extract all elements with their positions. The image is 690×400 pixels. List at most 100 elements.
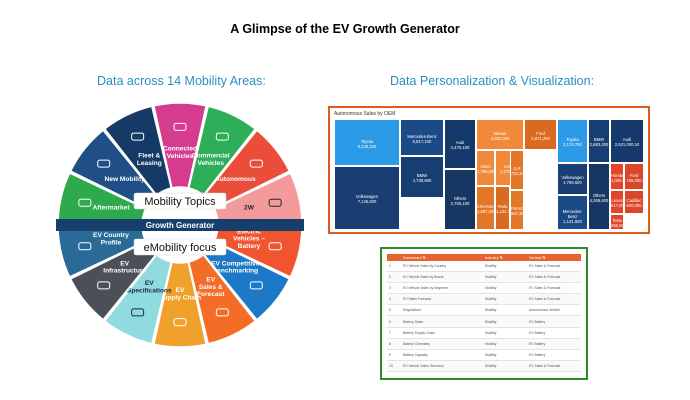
treemap-tile-value: 5,817,100 bbox=[412, 138, 432, 144]
row-index: 7 bbox=[387, 327, 401, 339]
mobility-segment-label: Connected Vehicles bbox=[163, 146, 197, 160]
emobility-segment-label: EV Supply Chain bbox=[159, 287, 201, 301]
vertical-cell: EV Sales & Forecast bbox=[527, 293, 581, 306]
treemap-tile[interactable]: Others 4,266,600 bbox=[588, 163, 610, 230]
vertical-cell: EV Battery bbox=[527, 327, 581, 339]
mobility-topics-box bbox=[133, 192, 227, 210]
emobility-focus-box bbox=[133, 238, 227, 256]
treemap-tile[interactable]: Volkswagen 1,766,500 bbox=[557, 163, 588, 195]
dashboard-table-panel: Dashboard ⇅ Industry ⇅ Vertical ⇅ 1 EV Ve… bbox=[380, 247, 588, 380]
mobility-segment-label: Autonomous bbox=[215, 176, 256, 183]
treemap-tile-value: 7,145,600 bbox=[357, 199, 377, 204]
industry-cell: Mobility bbox=[483, 360, 527, 372]
treemap-tile-value: 617,000 bbox=[611, 203, 624, 208]
treemap-tile[interactable]: Ford 765,000 bbox=[624, 163, 644, 190]
table-row[interactable]: 4 EV Sales Forecast Mobility EV Sales & For… bbox=[387, 293, 581, 306]
dashboard-cell: Regulations bbox=[401, 304, 483, 317]
treemap-tile-value: 1,121,500 bbox=[563, 218, 582, 224]
row-index: 8 bbox=[387, 338, 401, 350]
mobility-segment-label: Fleet & Leasing bbox=[137, 153, 162, 167]
treemap-tile-value: 9,130,100 bbox=[357, 143, 377, 149]
dashboard-cell: EV Vehicle Sales by Brand bbox=[401, 271, 483, 284]
table-row[interactable]: 10 EV Vehicle Sales Germany Mobility EV Sal… bbox=[387, 360, 581, 372]
emobility-segment-label: EV Country Profile bbox=[93, 232, 129, 246]
treemap-tile[interactable]: BMW 4,738,600 bbox=[400, 155, 444, 198]
table-row[interactable]: 1 EV Vehicle Sales by Country Mobility EV S… bbox=[387, 261, 581, 273]
treemap-tile[interactable]: Mercedes-Benz 5,817,100 bbox=[400, 119, 444, 156]
treemap-tile[interactable]: BMW 2,683,200 bbox=[588, 119, 610, 163]
table-header-row: Dashboard ⇅ Industry ⇅ Vertical ⇅ bbox=[387, 254, 581, 261]
industry-cell: Mobility bbox=[483, 261, 527, 273]
mobility-areas-heading: Data across 14 Mobility Areas: bbox=[97, 74, 266, 88]
table-row[interactable]: 5 Regulations Mobility Autonomous Vehicle bbox=[387, 304, 581, 317]
treemap-tile[interactable]: Others 2,705,100 bbox=[444, 169, 476, 230]
treemap-tile[interactable]: Volvo 1,795,000 bbox=[475, 150, 495, 186]
mobility-segment-label: Aftermarket bbox=[93, 204, 131, 211]
treemap-tile[interactable]: Volkswagen 7,145,600 bbox=[334, 166, 400, 230]
treemap-tile-label: Audi 2,521,000.34 bbox=[614, 137, 640, 147]
dashboard-table: Dashboard ⇅ Industry ⇅ Vertical ⇅ 1 EV Ve… bbox=[387, 254, 581, 372]
treemap-tile-value: 4,476,100 bbox=[450, 145, 470, 150]
dashboard-cell: EV Vehicle Sales by Country bbox=[401, 261, 483, 273]
column-header-vertical[interactable]: Vertical ⇅ bbox=[527, 254, 581, 261]
treemap-tile[interactable]: Audi 2,521,000.34 bbox=[610, 119, 644, 163]
table-row[interactable]: 3 EV Vehicle Sales by Segment Mobility EV S… bbox=[387, 282, 581, 295]
page-title: A Glimpse of the EV Growth Generator bbox=[230, 22, 460, 36]
treemap-tile[interactable]: Audi 4,476,100 bbox=[444, 119, 476, 169]
treemap-tile-value: 4,266,600 bbox=[589, 197, 609, 203]
treemap-tile-value: 395,000 bbox=[611, 223, 624, 228]
treemap-tile-label: Mercedes-Benz 5,817,100 bbox=[407, 133, 437, 144]
battery-car-icon bbox=[268, 242, 282, 251]
treemap-tile[interactable]: Porsche567,300 bbox=[510, 190, 524, 230]
treemap-tile-value: 1,795,000 bbox=[476, 169, 495, 174]
vertical-cell: EV Sales & Forecast bbox=[527, 360, 581, 372]
table-row[interactable]: 9 Battery Capacity Mobility EV Battery bbox=[387, 349, 581, 361]
column-header-dashboard[interactable]: Dashboard ⇅ bbox=[401, 254, 483, 261]
table-row[interactable]: 6 Battery Sales Mobility EV Battery bbox=[387, 315, 581, 328]
treemap-tile[interactable]: Chevrolet 1,687,000 bbox=[475, 186, 495, 230]
table-row[interactable]: 2 EV Vehicle Sales by Brand Mobility EV Sal… bbox=[387, 271, 581, 284]
mobility-segment-label: 2W bbox=[244, 204, 255, 211]
treemap-tile[interactable]: Nissan 3,002,000 bbox=[475, 119, 524, 150]
treemap-tile[interactable]: Mercedes-Benz 1,121,500 bbox=[557, 195, 588, 230]
treemap-tile[interactable]: Cadillac 500,000 bbox=[624, 190, 644, 214]
treemap-tile[interactable]: Ford 2,971,200 bbox=[524, 119, 557, 150]
treemap-tile-value: 567,300 bbox=[511, 211, 524, 216]
treemap-tile-label: Lexus1,270,000 bbox=[496, 164, 523, 174]
table-row[interactable]: 7 Battery Supply Chain Mobility EV Battery bbox=[387, 327, 581, 339]
emobility-segment-3 bbox=[187, 253, 257, 345]
column-header-industry[interactable]: Industry ⇅ bbox=[483, 254, 527, 261]
treemap-tile-label: Volkswagen 7,145,600 bbox=[355, 194, 379, 204]
dashboard-cell: Battery Supply Chain bbox=[401, 327, 483, 339]
treemap-tile-label: BMW 2,683,200 bbox=[589, 137, 609, 147]
dashboard-cell: Battery Sales bbox=[401, 315, 483, 328]
treemap-tile-label: Volvo 1,795,000 bbox=[476, 164, 495, 174]
treemap-tile-label: Porsche567,300 bbox=[511, 206, 523, 216]
wrench-shield-icon bbox=[78, 198, 92, 207]
industry-cell: Mobility bbox=[483, 327, 527, 339]
treemap-tile-value: 2,683,200 bbox=[589, 142, 609, 147]
emobility-segment-label: Electric Vehicles – Battery bbox=[233, 229, 265, 250]
emobility-focus-label: eMobility focus bbox=[144, 242, 217, 254]
treemap-tile[interactable]: Toyota 9,130,100 bbox=[334, 119, 400, 166]
treemap-tile-label: Toyota 9,130,100 bbox=[357, 138, 377, 149]
mobility-segment-4 bbox=[152, 102, 208, 189]
vertical-cell: Autonomous Vehicle bbox=[527, 304, 581, 317]
autonomous-car-icon bbox=[249, 159, 263, 168]
treemap-tile-value: 1,270,000 bbox=[500, 169, 519, 174]
treemap-tile-label: Toyota 2,174,700 bbox=[563, 137, 582, 147]
connected-car-icon bbox=[173, 122, 187, 131]
growth-generator-band bbox=[56, 219, 304, 231]
treemap-tile[interactable]: Toyota 2,174,700 bbox=[557, 119, 588, 163]
treemap-tile-value: 2,971,200 bbox=[531, 135, 550, 141]
table-row[interactable]: 8 Battery Chemistry Mobility EV Battery bbox=[387, 338, 581, 350]
charger-icon bbox=[78, 242, 92, 251]
treemap-tile-label: Others 2,705,100 bbox=[450, 195, 470, 206]
industry-cell: Mobility bbox=[483, 271, 527, 284]
